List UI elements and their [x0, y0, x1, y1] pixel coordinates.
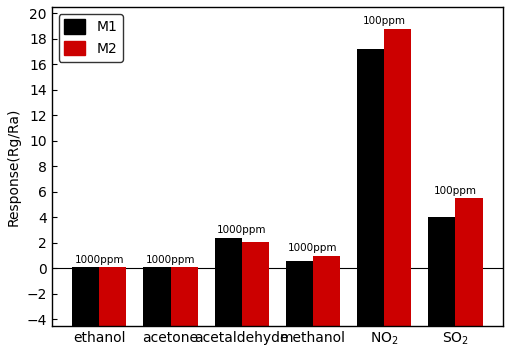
Y-axis label: Response(Rg/Ra): Response(Rg/Ra) — [7, 107, 21, 225]
Bar — [313, 256, 340, 326]
Bar — [72, 267, 99, 326]
Bar — [170, 267, 197, 326]
Bar — [214, 238, 241, 326]
Bar — [356, 49, 383, 326]
Text: 1000ppm: 1000ppm — [217, 225, 266, 235]
Bar — [455, 198, 482, 326]
Text: 100ppm: 100ppm — [362, 16, 405, 26]
Text: 1000ppm: 1000ppm — [146, 255, 195, 264]
Text: 1000ppm: 1000ppm — [74, 255, 124, 264]
Bar — [99, 267, 126, 326]
Bar — [143, 267, 170, 326]
Text: 100ppm: 100ppm — [433, 186, 476, 196]
Text: 1000ppm: 1000ppm — [288, 243, 337, 253]
Bar — [241, 242, 268, 326]
Bar — [428, 217, 455, 326]
Legend: M1, M2: M1, M2 — [59, 14, 122, 62]
Bar — [383, 29, 410, 326]
Bar — [286, 261, 313, 326]
